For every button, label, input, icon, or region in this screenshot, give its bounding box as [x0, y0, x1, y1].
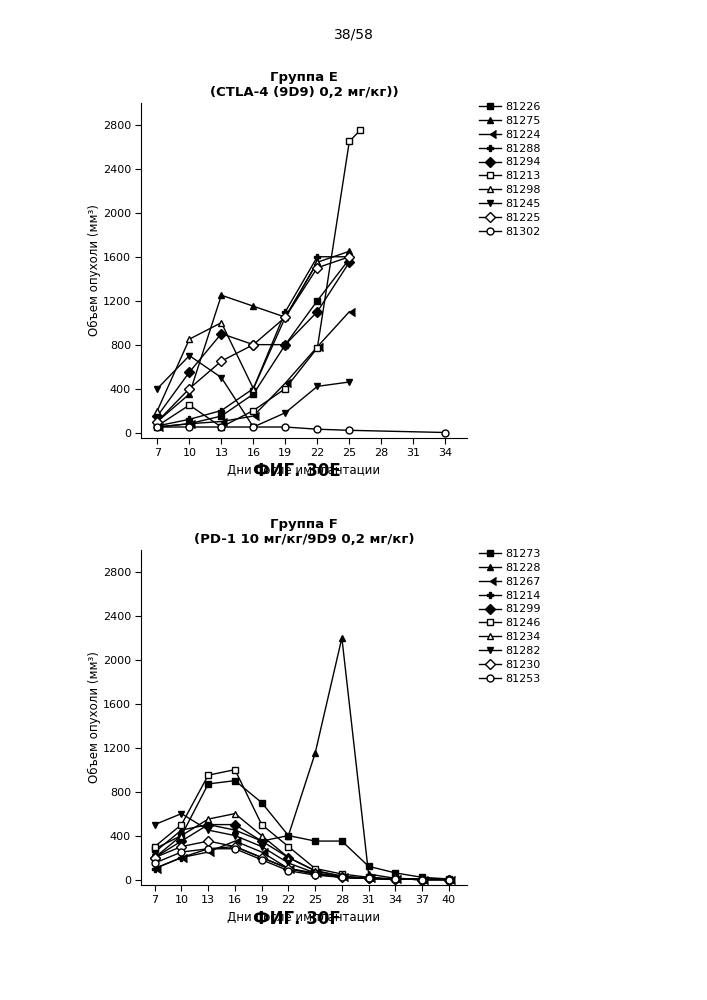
X-axis label: Дни после имплантации: Дни после имплантации: [228, 464, 380, 477]
Y-axis label: Объем опухоли (мм³): Объем опухоли (мм³): [88, 652, 101, 783]
X-axis label: Дни после имплантации: Дни после имплантации: [228, 911, 380, 924]
Text: ФИГ. 30F: ФИГ. 30F: [253, 910, 341, 928]
Title: Группа F
(PD-1 10 мг/кг/9D9 0,2 мг/кг): Группа F (PD-1 10 мг/кг/9D9 0,2 мг/кг): [194, 518, 414, 546]
Text: 38/58: 38/58: [334, 28, 373, 42]
Legend: 81273, 81228, 81267, 81214, 81299, 81246, 81234, 81282, 81230, 81253: 81273, 81228, 81267, 81214, 81299, 81246…: [479, 549, 541, 684]
Legend: 81226, 81275, 81224, 81288, 81294, 81213, 81298, 81245, 81225, 81302: 81226, 81275, 81224, 81288, 81294, 81213…: [479, 102, 541, 237]
Title: Группа Е
(CTLA-4 (9D9) 0,2 мг/кг)): Группа Е (CTLA-4 (9D9) 0,2 мг/кг)): [210, 71, 398, 99]
Y-axis label: Объем опухоли (мм³): Объем опухоли (мм³): [88, 205, 101, 336]
Text: ФИГ. 30Е: ФИГ. 30Е: [253, 462, 341, 480]
